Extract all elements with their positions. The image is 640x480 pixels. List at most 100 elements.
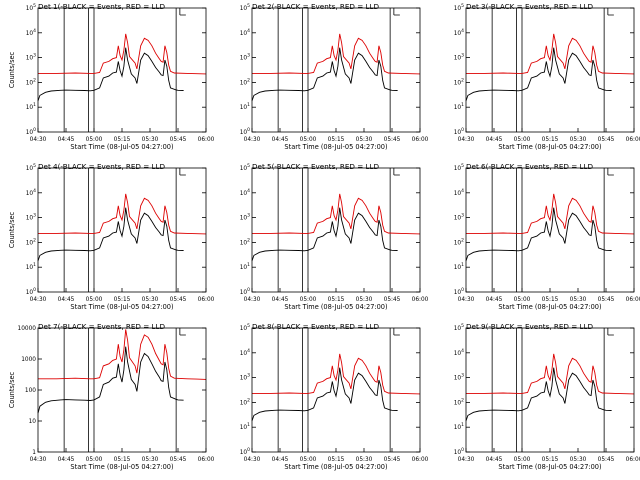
y-tick-label: 102 (454, 77, 464, 86)
x-tick-label: 05:30 (570, 457, 587, 463)
x-tick-label: 04:45 (272, 137, 289, 143)
x-tick-label: 05:15 (328, 457, 345, 463)
x-axis-label: Start Time (08-Jul-05 04:27:00) (70, 143, 173, 151)
series-line-events (251, 47, 398, 102)
x-tick-label: 06:00 (412, 457, 429, 463)
y-tick-label: 101 (240, 422, 250, 431)
x-tick-label: 05:45 (598, 297, 615, 303)
detector-panel: Det 1(-BLACK = Events, RED = LLD 100 101 10… (8, 2, 215, 151)
x-tick-label: 05:30 (142, 297, 159, 303)
x-axis-label: Start Time (08-Jul-05 04:27:00) (284, 303, 387, 311)
x-tick-label: 06:00 (412, 297, 429, 303)
y-tick-label: 103 (240, 373, 250, 382)
x-tick-label: 05:45 (384, 137, 401, 143)
x-tick-label: 04:30 (30, 457, 47, 463)
x-tick-label: 05:00 (86, 137, 103, 143)
series-line-lld (38, 193, 207, 235)
y-tick-label: 102 (240, 237, 250, 246)
x-tick-label: 04:30 (458, 457, 475, 463)
series-line-lld (252, 353, 421, 395)
y-tick-label: 101 (26, 262, 36, 271)
y-tick-label: 103 (454, 53, 464, 62)
series-line-events (37, 47, 184, 102)
x-tick-label: 05:00 (514, 457, 531, 463)
x-tick-label: 06:00 (198, 137, 215, 143)
series-line-lld (38, 33, 207, 75)
y-tick-label: 100 (240, 447, 250, 456)
y-tick-label: 101 (240, 262, 250, 271)
x-tick-label: 04:45 (58, 457, 75, 463)
x-tick-label: 05:30 (142, 137, 159, 143)
y-tick-label: 105 (240, 323, 250, 332)
x-tick-label: 04:30 (244, 137, 261, 143)
x-tick-label: 04:30 (244, 297, 261, 303)
x-tick-label: 06:00 (626, 137, 640, 143)
detector-panel: Det 8(-BLACK = Events, RED = LLD 100 101 10… (240, 322, 429, 471)
x-axis-label: Start Time (08-Jul-05 04:27:00) (498, 463, 601, 471)
panel-title: Det 7(-BLACK = Events, RED = LLD (38, 322, 166, 331)
x-tick-label: 05:45 (170, 297, 187, 303)
panel-title: Det 2(-BLACK = Events, RED = LLD (252, 2, 380, 11)
x-axis-label: Start Time (08-Jul-05 04:27:00) (284, 463, 387, 471)
detector-panel: Det 5(-BLACK = Events, RED = LLD 100 101 10… (240, 162, 429, 311)
y-tick-label: 101 (240, 102, 250, 111)
plot-frame (465, 7, 635, 133)
panel-title: Det 9(-BLACK = Events, RED = LLD (466, 322, 594, 331)
y-tick-label: 102 (240, 397, 250, 406)
x-axis-label: Start Time (08-Jul-05 04:27:00) (498, 303, 601, 311)
series-line-events (465, 47, 612, 102)
y-tick-label: 10 (29, 419, 37, 425)
series-line-events (465, 367, 612, 422)
y-axis-label: Counts/sec (8, 371, 16, 408)
flag-marker (393, 8, 400, 16)
y-tick-label: 101 (26, 102, 36, 111)
y-tick-label: 103 (240, 213, 250, 222)
y-tick-label: 105 (26, 163, 36, 172)
y-tick-label: 10000 (18, 326, 37, 332)
detector-panel: Det 9(-BLACK = Events, RED = LLD 100 101 10… (454, 322, 640, 471)
plot-frame (251, 167, 421, 293)
series-line-events (465, 207, 612, 262)
x-tick-label: 05:30 (570, 137, 587, 143)
y-tick-label: 105 (454, 323, 464, 332)
x-axis-label: Start Time (08-Jul-05 04:27:00) (70, 463, 173, 471)
y-tick-label: 100 (454, 447, 464, 456)
flag-marker (179, 8, 186, 16)
x-tick-label: 04:30 (30, 297, 47, 303)
y-tick-label: 100 (454, 127, 464, 136)
detector-panel: Det 6(-BLACK = Events, RED = LLD 100 101 10… (454, 162, 640, 311)
y-tick-label: 102 (240, 77, 250, 86)
y-tick-label: 104 (240, 28, 250, 37)
y-axis-label: Counts/sec (8, 51, 16, 88)
y-axis-label: Counts/sec (8, 211, 16, 248)
x-tick-label: 04:45 (486, 137, 503, 143)
x-tick-label: 05:15 (542, 297, 559, 303)
y-tick-label: 105 (454, 163, 464, 172)
detector-panel: Det 2(-BLACK = Events, RED = LLD 100 101 10… (240, 2, 429, 151)
x-tick-label: 05:15 (542, 457, 559, 463)
x-tick-label: 05:45 (384, 457, 401, 463)
y-tick-label: 100 (240, 127, 250, 136)
y-tick-label: 100 (240, 287, 250, 296)
x-tick-label: 05:00 (300, 137, 317, 143)
y-tick-label: 103 (240, 53, 250, 62)
y-tick-label: 104 (454, 348, 464, 357)
x-tick-label: 04:30 (458, 137, 475, 143)
y-tick-label: 102 (26, 77, 36, 86)
y-tick-label: 1 (32, 450, 36, 456)
panel-title: Det 4(-BLACK = Events, RED = LLD (38, 162, 166, 171)
x-tick-label: 05:30 (570, 297, 587, 303)
panel-title: Det 5(-BLACK = Events, RED = LLD (252, 162, 380, 171)
flag-marker (393, 168, 400, 176)
series-line-events (251, 367, 398, 422)
x-tick-label: 06:00 (198, 297, 215, 303)
x-tick-label: 05:45 (598, 457, 615, 463)
flag-marker (607, 8, 614, 16)
plot-frame (37, 327, 207, 453)
x-tick-label: 05:15 (114, 457, 131, 463)
y-tick-label: 102 (454, 237, 464, 246)
plot-frame (465, 327, 635, 453)
flag-marker (179, 328, 186, 336)
y-tick-label: 1000 (21, 357, 36, 363)
flag-marker (607, 168, 614, 176)
